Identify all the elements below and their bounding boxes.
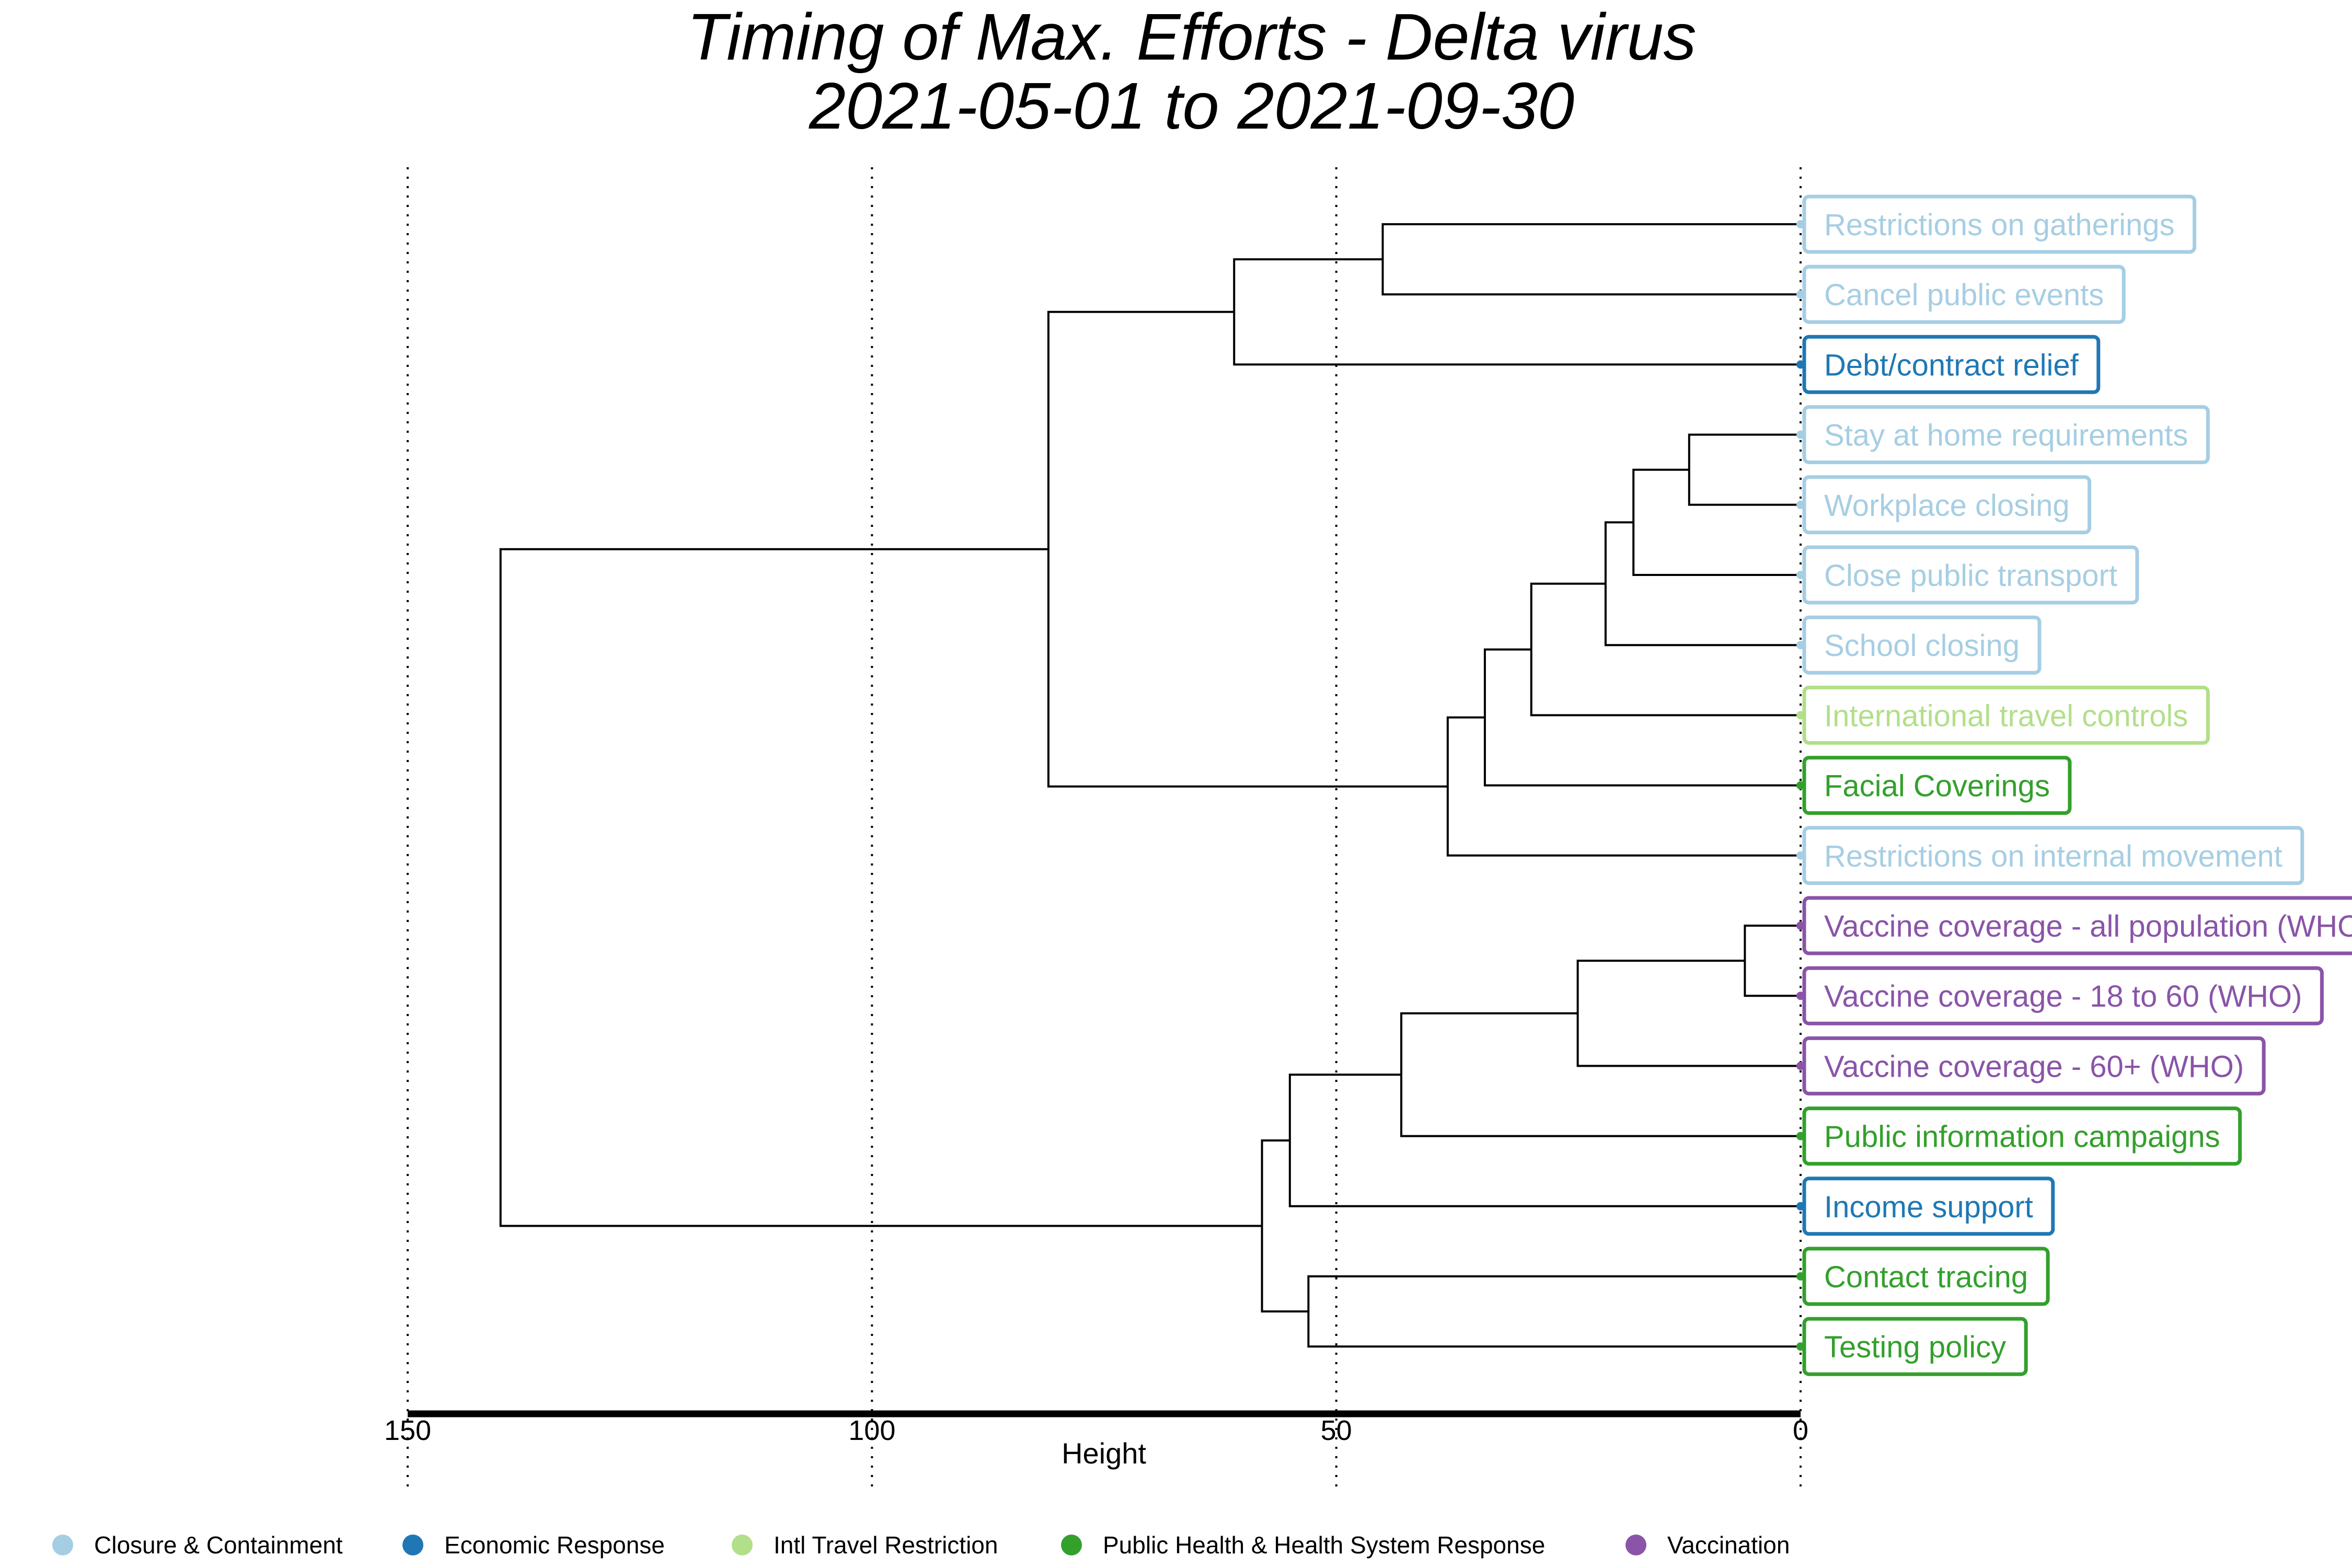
dendrogram-link-4 (1604, 521, 1801, 647)
tick-label-0: 0 (1793, 1415, 1808, 1446)
leaf-label: Restrictions on internal movement (1824, 839, 2282, 873)
leaf-dot (1796, 571, 1805, 579)
legend-dot (402, 1535, 423, 1555)
chart-subtitle: 2021-05-01 to 2021-09-30 (809, 69, 1574, 143)
leaf-16: Testing policy (1796, 1317, 2028, 1376)
leaf-label: Cancel public events (1824, 278, 2104, 312)
legend-item-3: Public Health & Health System Response (1061, 1531, 1545, 1559)
x-axis-title: Height (1062, 1437, 1146, 1470)
leaf-label: Workplace closing (1824, 489, 2070, 523)
leaf-dot (1796, 1202, 1805, 1210)
leaf-label: Public information campaigns (1824, 1120, 2220, 1154)
dendrogram-link-3 (1632, 468, 1801, 576)
leaf-dot (1796, 1272, 1805, 1281)
dendrogram-link-1 (1233, 258, 1801, 366)
leaf-3: Stay at home requirements (1796, 405, 2210, 465)
leaf-dot (1796, 1062, 1805, 1070)
leaf-dot (1796, 500, 1805, 509)
leaf-label: Stay at home requirements (1824, 419, 2188, 453)
dendrogram-link-5 (1530, 582, 1801, 717)
leaf-9: Restrictions on internal movement (1796, 826, 2304, 885)
height-axis: 150 100 50 0 (384, 1410, 1808, 1446)
leaf-label: School closing (1824, 629, 2020, 663)
legend-dot (732, 1535, 753, 1555)
leaf-dot (1796, 991, 1805, 1000)
legend-label: Intl Travel Restriction (774, 1531, 998, 1559)
grid-lines (407, 167, 1802, 1490)
leaf-label: International travel controls (1824, 699, 2188, 733)
leaf-dot (1796, 851, 1805, 860)
leaf-dot (1796, 1132, 1805, 1140)
leaf-labels: Restrictions on gatherings Cancel public … (1796, 194, 2352, 1376)
leaf-label: Facial Coverings (1824, 769, 2050, 803)
legend-label: Economic Response (444, 1531, 665, 1559)
legend-item-2: Intl Travel Restriction (732, 1531, 998, 1559)
legend-item-1: Economic Response (402, 1531, 665, 1559)
leaf-4: Workplace closing (1796, 475, 2092, 535)
legend-item-0: Closure & Containment (52, 1531, 343, 1559)
leaf-2: Debt/contract relief (1796, 335, 2101, 394)
tick-label-50: 50 (1321, 1415, 1352, 1446)
leaf-7: International travel controls (1796, 685, 2210, 745)
legend: Closure & Containment Economic Response In… (52, 1531, 1790, 1559)
leaf-0: Restrictions on gatherings (1796, 194, 2197, 254)
leaf-6: School closing (1796, 615, 2042, 675)
leaf-label: Close public transport (1824, 559, 2117, 593)
dendrogram-link-0 (1381, 223, 1801, 296)
dendrogram-link-7 (1446, 716, 1801, 857)
legend-label: Public Health & Health System Response (1103, 1531, 1545, 1559)
legend-item-4: Vaccination (1625, 1531, 1790, 1559)
leaf-dot (1796, 1342, 1805, 1351)
chart-title: Timing of Max. Efforts - Delta virus (687, 0, 1696, 74)
leaf-label: Debt/contract relief (1824, 348, 2079, 382)
dendrogram-link-14 (1261, 1139, 1309, 1313)
legend-dot (1625, 1535, 1646, 1555)
leaf-13: Public information campaigns (1796, 1106, 2242, 1166)
leaf-15: Contact tracing (1796, 1247, 2050, 1306)
dendrogram-link-15 (499, 548, 1262, 1227)
leaf-8: Facial Coverings (1796, 756, 2072, 815)
dendrogram-link-2 (1688, 433, 1801, 506)
legend-label: Closure & Containment (94, 1531, 343, 1559)
legend-label: Vaccination (1667, 1531, 1790, 1559)
dendrogram-link-11 (1400, 1012, 1801, 1137)
dendrogram-link-9 (1744, 925, 1801, 997)
leaf-dot (1796, 711, 1805, 720)
dendrogram-link-13 (1307, 1275, 1801, 1348)
leaf-dot (1796, 430, 1805, 439)
leaf-12: Vaccine coverage - 60+ (WHO) (1796, 1036, 2266, 1096)
leaf-label: Vaccine coverage - 60+ (WHO) (1824, 1050, 2244, 1083)
leaf-label: Contact tracing (1824, 1260, 2028, 1294)
dendrogram-link-12 (1288, 1074, 1801, 1207)
dendrogram-links (499, 223, 1801, 1348)
tick-label-150: 150 (384, 1415, 431, 1446)
leaf-dot (1796, 360, 1805, 369)
leaf-label: Restrictions on gatherings (1824, 208, 2175, 242)
leaf-dot (1796, 921, 1805, 930)
tick-label-100: 100 (848, 1415, 895, 1446)
leaf-1: Cancel public events (1796, 264, 2126, 324)
leaf-label: Income support (1824, 1190, 2033, 1224)
leaf-dot (1796, 220, 1805, 228)
legend-dot (52, 1535, 73, 1555)
leaf-5: Close public transport (1796, 545, 2139, 605)
leaf-dot (1796, 641, 1805, 650)
leaf-14: Income support (1796, 1177, 2055, 1236)
leaf-label: Testing policy (1824, 1330, 2006, 1364)
leaf-10: Vaccine coverage - all population (WHO) (1796, 896, 2352, 955)
leaf-dot (1796, 290, 1805, 299)
leaf-11: Vaccine coverage - 18 to 60 (WHO) (1796, 966, 2324, 1025)
leaf-dot (1796, 781, 1805, 790)
legend-dot (1061, 1535, 1082, 1555)
dendrogram-link-10 (1576, 960, 1801, 1067)
dendrogram-link-8 (1047, 310, 1448, 788)
leaf-label: Vaccine coverage - 18 to 60 (WHO) (1824, 979, 2302, 1013)
leaf-label: Vaccine coverage - all population (WHO) (1824, 909, 2352, 943)
